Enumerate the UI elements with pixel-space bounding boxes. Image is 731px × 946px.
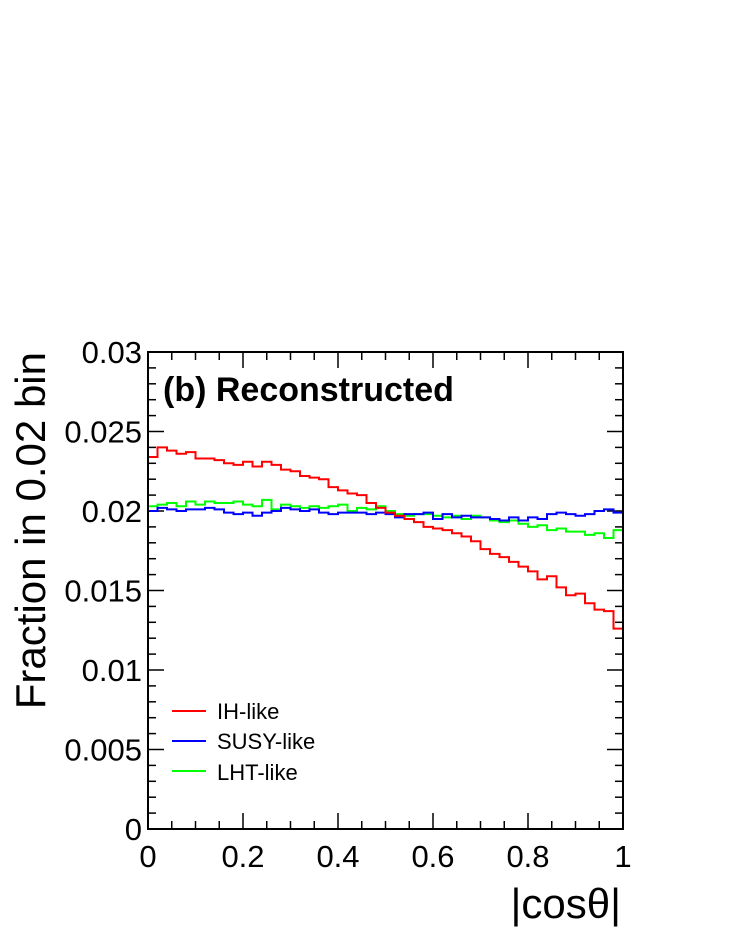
x-tick-label: 0.4 bbox=[316, 839, 359, 874]
legend-label-lht: LHT-like bbox=[217, 760, 298, 785]
plot-frame bbox=[147, 351, 624, 830]
x-tick-label: 0.6 bbox=[411, 839, 454, 874]
y-axis-title: Fraction in 0.02 bin bbox=[7, 352, 54, 709]
legend-label-susy: SUSY-like bbox=[217, 729, 315, 754]
x-tick-label: 0 bbox=[139, 839, 156, 874]
axis-ticks bbox=[147, 351, 624, 830]
x-tick-label: 1 bbox=[614, 839, 631, 874]
y-tick-label: 0.02 bbox=[82, 494, 142, 529]
tick-labels: 0 0.2 0.4 0.6 0.8 1 0 0.005 0.01 0.015 0.02 0.025 0.… bbox=[64, 335, 631, 874]
legend-label-ih: IH-like bbox=[217, 699, 279, 724]
series-line-ih-like bbox=[147, 446, 623, 829]
y-tick-label: 0.01 bbox=[82, 653, 142, 688]
x-tick-label: 0.2 bbox=[221, 839, 264, 874]
series-line-lht-like bbox=[147, 498, 623, 829]
y-tick-label: 0.025 bbox=[64, 415, 142, 450]
x-axis-title: |cosθ| bbox=[510, 880, 621, 927]
x-tick-label: 0.8 bbox=[506, 839, 549, 874]
legend: IH-like SUSY-like LHT-like bbox=[172, 699, 315, 785]
y-tick-label: 0.005 bbox=[64, 733, 142, 768]
y-tick-label: 0.03 bbox=[82, 335, 142, 370]
y-tick-label: 0 bbox=[125, 812, 142, 847]
chart-title: (b) Reconstructed bbox=[163, 371, 454, 409]
series-layer bbox=[147, 446, 623, 829]
y-tick-label: 0.015 bbox=[64, 574, 142, 609]
